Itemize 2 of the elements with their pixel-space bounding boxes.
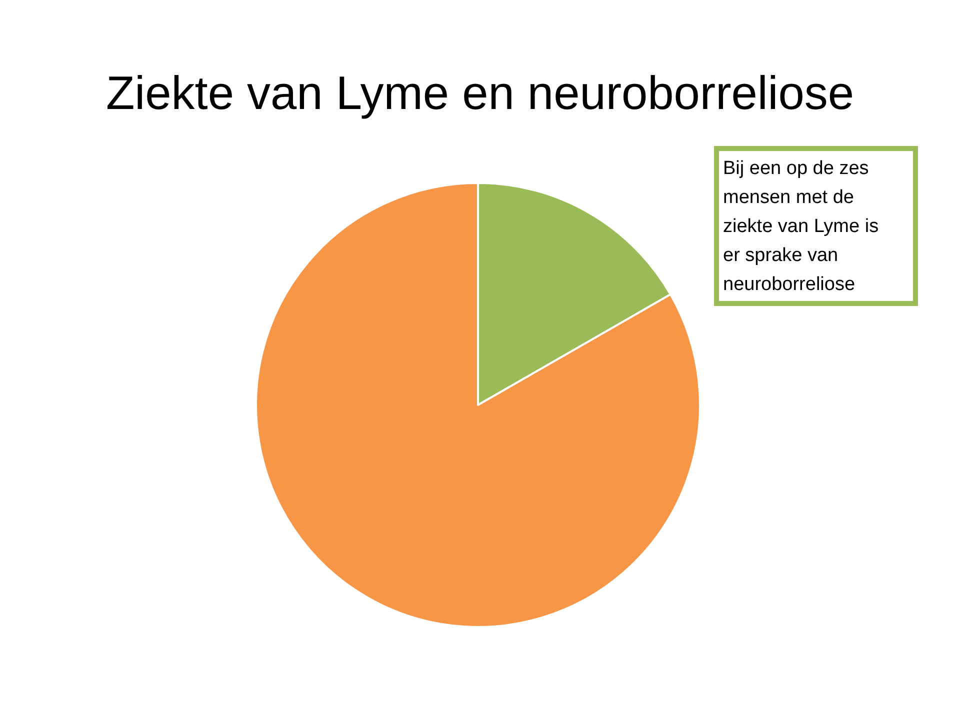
chart-title: Ziekte van Lyme en neuroborreliose (106, 66, 854, 119)
text: Bij een op de zes mensen met de ziekte van Lyme is er sprake van neuroborreliose (723, 157, 880, 297)
